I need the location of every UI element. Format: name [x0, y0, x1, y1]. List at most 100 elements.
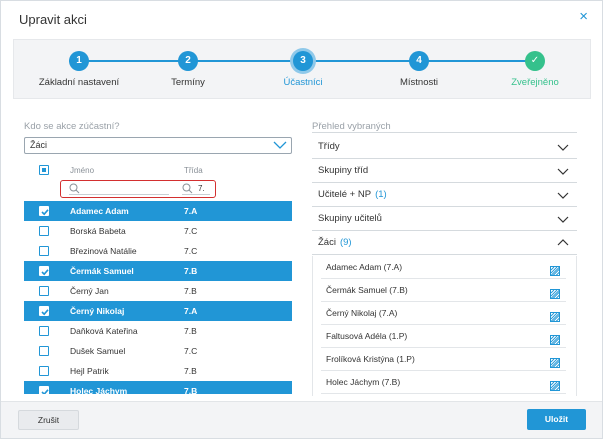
selected-student-item: Adamec Adam (7.A): [321, 256, 566, 279]
accordion-count: (9): [339, 237, 352, 248]
step-number: 4: [409, 51, 429, 71]
student-class: 7.B: [184, 266, 198, 276]
student-name: Čermák Samuel: [70, 266, 134, 276]
student-row[interactable]: Adamec Adam 7.A: [24, 201, 292, 221]
student-row[interactable]: Daňková Kateřina 7.B: [24, 321, 292, 341]
student-row[interactable]: Borská Babeta 7.C: [24, 221, 292, 241]
accordion-section[interactable]: Skupiny tříd: [312, 159, 577, 183]
student-row[interactable]: Čermák Samuel 7.B: [24, 261, 292, 281]
row-checkbox[interactable]: [39, 226, 49, 236]
row-checkbox[interactable]: [39, 286, 49, 296]
student-class: 7.B: [184, 286, 197, 296]
selected-student-item: Černý Nikolaj (7.A): [321, 302, 566, 325]
remove-icon[interactable]: [550, 308, 560, 322]
student-name: Černý Jan: [70, 286, 109, 296]
student-name: Adamec Adam: [70, 206, 129, 216]
remove-icon[interactable]: [550, 331, 560, 345]
accordion-section[interactable]: Třídy: [312, 135, 577, 159]
student-class: 7.C: [184, 226, 198, 236]
student-list: Adamec Adam 7.A Borská Babeta 7.C Březinová …: [24, 201, 292, 394]
selected-student-name: Holec Jáchym (7.B): [326, 377, 401, 387]
column-header-class[interactable]: Třída: [184, 166, 203, 175]
check-icon: [41, 269, 49, 276]
student-class: 7.C: [184, 346, 198, 356]
student-class: 7.C: [184, 246, 198, 256]
row-checkbox[interactable]: [39, 346, 49, 356]
student-row[interactable]: Černý Nikolaj 7.A: [24, 301, 292, 321]
student-name: Černý Nikolaj: [70, 306, 125, 316]
step-published[interactable]: ✓ Zveřejněno: [475, 40, 595, 88]
selected-student-name: Faltusová Adéla (1.P): [326, 331, 408, 341]
accordion-label: Skupiny učitelů: [318, 213, 382, 224]
column-header-name[interactable]: Jméno: [70, 166, 95, 175]
accordion-label: Žáci: [318, 237, 336, 248]
chevron-down-icon: [557, 144, 569, 151]
remove-icon[interactable]: [550, 285, 560, 299]
student-row[interactable]: Hejl Patrik 7.B: [24, 361, 292, 381]
dialog-title: Upravit akci: [19, 12, 87, 27]
step-number: 1: [69, 51, 89, 71]
step-number: 3: [293, 51, 313, 71]
student-row[interactable]: Dušek Samuel 7.C: [24, 341, 292, 361]
student-row[interactable]: Holec Jáchym 7.B: [24, 381, 292, 394]
chevron-down-icon: [557, 192, 569, 199]
step-basic-settings[interactable]: 1 Základní nastavení: [19, 40, 139, 88]
row-checkbox[interactable]: [39, 246, 49, 256]
student-name: Březinová Natálie: [70, 246, 137, 256]
student-row[interactable]: Březinová Natálie 7.C: [24, 241, 292, 261]
participant-type-select[interactable]: Žáci: [24, 137, 292, 154]
student-class: 7.A: [184, 306, 198, 316]
accordion-label: Skupiny tříd: [318, 165, 369, 176]
close-icon[interactable]: ×: [579, 8, 588, 25]
student-class: 7.A: [184, 206, 198, 216]
name-filter-input[interactable]: [69, 183, 169, 195]
select-all-checkbox[interactable]: [39, 165, 49, 175]
chevron-down-icon: [557, 168, 569, 175]
remove-icon[interactable]: [550, 262, 560, 276]
student-name: Borská Babeta: [70, 226, 126, 236]
check-icon: ✓: [525, 51, 545, 71]
row-checkbox[interactable]: [39, 366, 49, 376]
wizard-stepper: 1 Základní nastavení 2 Termíny 3 Účastní…: [13, 39, 591, 99]
accordion-section[interactable]: Učitelé + NP (1): [312, 183, 577, 207]
step-participants[interactable]: 3 Účastníci: [243, 40, 363, 88]
student-name: Daňková Kateřina: [70, 326, 138, 336]
dialog-footer: Zrušit Uložit: [1, 401, 602, 438]
student-row[interactable]: Černý Jan 7.B: [24, 281, 292, 301]
step-rooms[interactable]: 4 Místnosti: [359, 40, 479, 88]
save-button[interactable]: Uložit: [527, 409, 586, 430]
class-filter-input[interactable]: 7.: [182, 183, 210, 195]
remove-icon[interactable]: [550, 354, 560, 368]
accordion-label: Učitelé + NP: [318, 189, 372, 200]
row-checkbox[interactable]: [39, 386, 49, 394]
selected-student-item: Faltusová Adéla (1.P): [321, 325, 566, 348]
selected-student-name: Černý Nikolaj (7.A): [326, 308, 398, 318]
step-label: Místnosti: [399, 77, 438, 88]
selected-student-item: Frolíková Kristýna (1.P): [321, 348, 566, 371]
chevron-down-icon: [557, 216, 569, 223]
chevron-up-icon: [557, 239, 569, 246]
student-class: 7.B: [184, 366, 197, 376]
accordion-section[interactable]: Žáci (9): [312, 231, 577, 255]
remove-icon[interactable]: [550, 377, 560, 391]
chevron-down-icon: [273, 141, 287, 149]
check-icon: [41, 389, 49, 394]
selected-student-item: Holec Jáchym (7.B): [321, 371, 566, 394]
accordion-label: Třídy: [318, 141, 340, 152]
student-name: Dušek Samuel: [70, 346, 126, 356]
student-class: 7.B: [184, 386, 198, 394]
selected-student-name: Frolíková Kristýna (1.P): [326, 354, 415, 364]
step-number: 2: [178, 51, 198, 71]
row-checkbox[interactable]: [39, 266, 49, 276]
row-checkbox[interactable]: [39, 306, 49, 316]
student-name: Holec Jáchym: [70, 386, 128, 394]
check-icon: [41, 209, 49, 216]
class-filter-value: 7.: [198, 184, 205, 193]
row-checkbox[interactable]: [39, 206, 49, 216]
row-checkbox[interactable]: [39, 326, 49, 336]
step-dates[interactable]: 2 Termíny: [128, 40, 248, 88]
accordion-section[interactable]: Skupiny učitelů: [312, 207, 577, 231]
cancel-button[interactable]: Zrušit: [18, 410, 79, 430]
selected-student-name: Čermák Samuel (7.B): [326, 285, 408, 295]
